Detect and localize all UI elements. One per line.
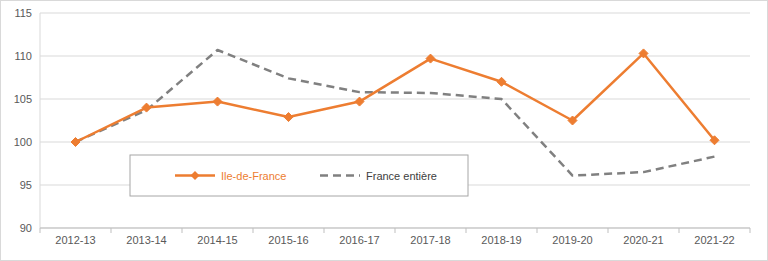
series-marker: [710, 136, 719, 145]
x-tick-label: 2015-16: [268, 234, 308, 246]
x-tick-label: 2021-22: [694, 234, 734, 246]
y-axis-line: [40, 13, 41, 228]
y-tick-label: 90: [20, 222, 32, 234]
x-tick-label: 2020-21: [623, 234, 663, 246]
legend-label: Ile-de-France: [221, 170, 286, 182]
x-tick-mark: [111, 228, 112, 233]
series-marker: [426, 54, 435, 63]
legend-swatch: [320, 174, 360, 177]
series-line: [76, 53, 715, 142]
y-tick-label: 100: [14, 136, 32, 148]
x-tick-label: 2016-17: [339, 234, 379, 246]
x-tick-mark: [750, 228, 751, 233]
chart-frame: [1, 1, 768, 261]
y-tick-label: 115: [14, 7, 32, 19]
y-tick-label: 110: [14, 50, 32, 62]
series-marker: [639, 49, 648, 58]
x-tick-mark: [679, 228, 680, 233]
series-marker: [568, 116, 577, 125]
series-marker: [284, 113, 293, 122]
x-tick-mark: [40, 228, 41, 233]
x-tick-label: 2017-18: [410, 234, 450, 246]
legend: Ile-de-France France entière: [130, 155, 468, 196]
y-tick-label: 105: [14, 93, 32, 105]
x-tick-mark: [608, 228, 609, 233]
x-tick-mark: [253, 228, 254, 233]
x-tick-mark: [466, 228, 467, 233]
grid-line: [40, 142, 750, 143]
series-marker: [142, 103, 151, 112]
legend-box: [130, 155, 468, 196]
x-tick-label: 2014-15: [197, 234, 237, 246]
x-tick-label: 2012-13: [55, 234, 95, 246]
x-tick-mark: [537, 228, 538, 233]
series-marker: [213, 97, 222, 106]
y-tick-label: 95: [20, 179, 32, 191]
legend-label: France entière: [366, 170, 437, 182]
series-marker: [355, 97, 364, 106]
series-marker: [71, 138, 80, 147]
x-tick-mark: [182, 228, 183, 233]
x-tick-label: 2019-20: [552, 234, 592, 246]
series-marker: [497, 77, 506, 86]
x-tick-mark: [395, 228, 396, 233]
grid-line: [40, 99, 750, 100]
legend-marker: [191, 171, 200, 180]
grid-line: [40, 13, 750, 14]
x-tick-label: 2018-19: [481, 234, 521, 246]
chart: 90 95 100 105 110 115 2012-13 2013-14 2014-15 201…: [0, 0, 768, 261]
x-tick-mark: [324, 228, 325, 233]
x-tick-label: 2013-14: [126, 234, 166, 246]
